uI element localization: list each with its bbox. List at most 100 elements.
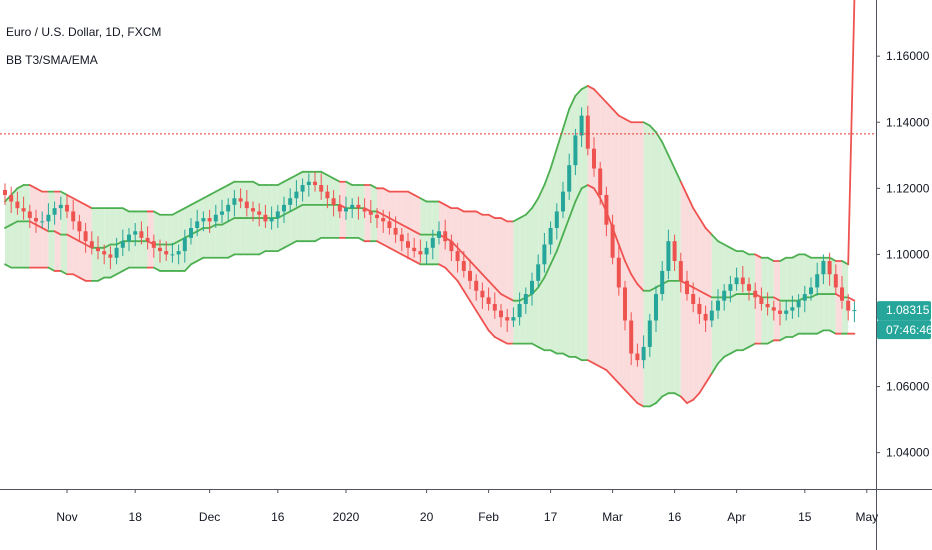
x-tick-label: 20 [420,510,434,524]
bb-upper-segment [549,147,558,170]
candle-body [759,297,764,304]
bb-lower-segment [679,395,688,404]
x-tick-label: Nov [56,510,77,524]
band-fill-segment [786,257,793,338]
bb-basis-segment [555,233,564,253]
candle-body [660,270,665,295]
candle-body [232,198,237,205]
bb-lower-segment [357,236,366,243]
bb-basis-segment [221,220,230,226]
countdown-badge [877,320,931,340]
candle-body [356,204,361,209]
bb-lower-segment [791,332,800,338]
band-fill-segment [432,201,439,265]
bb-upper-segment [345,180,354,186]
candle-body [418,251,423,255]
band-fill-segment [85,204,92,281]
candle-body [474,280,479,291]
candle-body [685,280,689,295]
candle-body [275,211,280,219]
candle-body [102,251,107,255]
candle-body [65,204,69,212]
bb-upper-segment [214,187,223,193]
candle-body [77,221,82,232]
bb-lower-segment [283,243,292,249]
bb-upper-segment [289,174,298,180]
bb-upper-segment [221,184,230,190]
bb-upper-segment [152,210,161,216]
bb-upper-segment [568,94,577,110]
bb-basis-segment [407,227,416,233]
bb-upper-segment [512,217,521,223]
band-fill-segment [91,208,98,281]
bb-lower-segment [661,392,670,398]
bb-basis-segment [810,293,819,299]
bb-basis-segment [394,220,403,226]
bb-basis-segment [72,236,81,243]
band-fill-segment [98,208,105,281]
bb-upper-segment [667,154,676,170]
candle-body [381,218,386,222]
bb-lower-segment [828,329,837,335]
band-fill-segment [147,211,154,268]
price-axis[interactable]: 1.16000 1.14000 1.12000 1.10000 1.06000 1.040… [876,49,930,460]
band-fill-segment [519,214,526,344]
band-fill-segment [203,194,210,258]
bb-lower-segment [741,346,750,352]
bb-lower-segment [636,402,645,408]
candle-body [319,185,324,192]
bb-upper-segment [537,184,546,200]
bb-upper-segment [84,203,93,210]
band-fill-segment [507,221,514,344]
bb-basis-segment [500,293,509,299]
band-fill-segment [649,125,656,407]
bb-upper-segment [59,190,68,196]
candle-body [554,211,559,228]
bb-lower-segment [816,329,825,335]
bb-lower-segment [487,329,496,338]
bb-basis-segment [580,184,589,190]
band-fill-segment [674,168,681,397]
bb-basis-segment [4,223,13,229]
candle-body [393,227,398,235]
candle-body [96,247,100,252]
y-tick-label: 1.14000 [886,115,930,129]
band-fill-segment [488,214,495,338]
candle-body [486,297,491,304]
bb-lower-segment [227,253,236,259]
bb-upper-segment [252,180,261,186]
bb-lower-segment [394,250,403,256]
candle-body [753,290,758,298]
band-fill-segment [755,254,762,344]
x-tick-label: 15 [798,510,812,524]
band-fill-segment [333,178,340,238]
candle-body [654,294,658,321]
band-fill-segment [643,122,650,407]
candle-body [784,310,789,314]
x-tick-label: Apr [727,510,746,524]
bb-lower-segment [648,402,657,408]
candle-body [213,214,218,222]
x-tick-label: May [855,510,878,524]
band-fill-segment [222,185,229,258]
time-axis[interactable]: Nov 18 Dec 16 2020 20 Feb 17 Mar 16 Apr 15 May [56,489,878,524]
bb-upper-segment [66,194,75,200]
bb-basis-segment [624,260,633,276]
candle-body [306,181,311,186]
bb-lower-segment [258,250,267,256]
band-fill-segment [631,122,638,404]
indicator-title[interactable]: BB T3/SMA/EMA [6,53,98,67]
candle-body [145,237,150,242]
candle-body [21,208,26,212]
price-badges: 1.08315 07:46:46 [877,301,932,340]
band-fill-segment [494,218,501,341]
band-fill-segment [104,208,111,278]
bb-upper-segment [791,253,800,259]
candle-body [220,211,224,215]
x-tick-label: Mar [602,510,623,524]
candle-body [629,320,634,354]
candle-body [71,211,76,222]
band-fill-segment [767,257,774,344]
bb-upper-segment [624,118,633,124]
